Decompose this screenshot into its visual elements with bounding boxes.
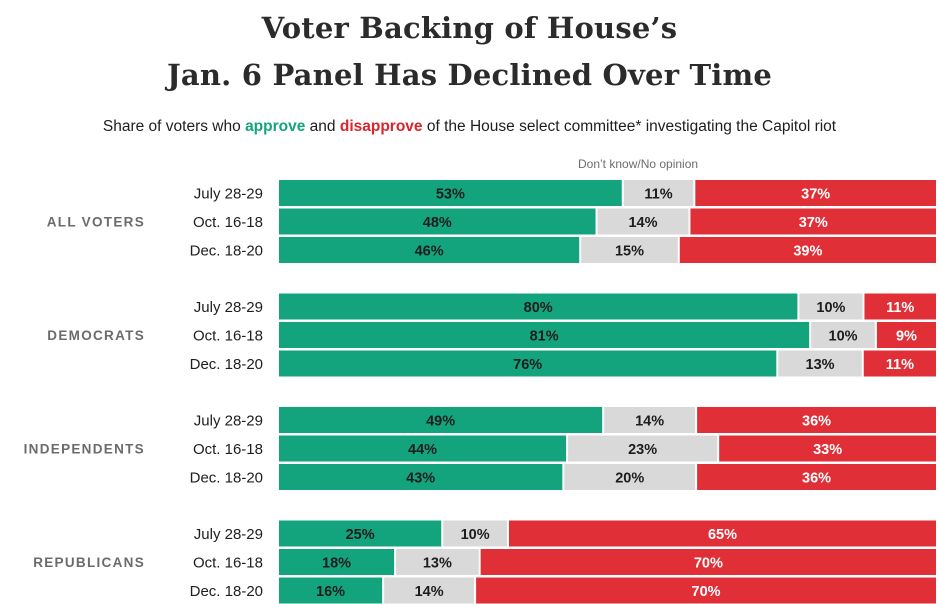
value-label-approve: 80% [524, 300, 553, 316]
value-label-dk: 13% [806, 357, 835, 373]
bar-segment-dk [623, 180, 694, 206]
group-label-republicans: REPUBLICANS [33, 555, 145, 570]
bar-segment-dk [778, 350, 862, 377]
row-label-date: Dec. 18-20 [190, 356, 263, 373]
group-label-democrats: DEMOCRATS [47, 328, 145, 343]
value-label-approve: 44% [408, 442, 437, 458]
bar-segment-disapprove [508, 520, 936, 547]
bar-segment-disapprove [719, 435, 936, 462]
bar-segment-dk [604, 407, 696, 433]
row-label-date: July 28-29 [194, 526, 263, 543]
value-label-dk: 14% [415, 584, 444, 600]
bar-segment-approve [279, 208, 596, 235]
value-label-approve: 18% [322, 556, 351, 572]
value-label-dk: 14% [628, 215, 657, 231]
bar-segment-approve [279, 577, 383, 604]
value-label-dk: 10% [816, 300, 845, 316]
subtitle-text-end: of the House select committee* investiga… [422, 118, 837, 135]
bar-segment-disapprove [864, 293, 936, 320]
bar-segment-dk [564, 464, 696, 490]
row-label-date: Dec. 18-20 [190, 243, 263, 260]
bar-segment-approve [279, 549, 395, 575]
row-label-date: Oct. 16-18 [193, 214, 263, 231]
bar-segment-approve [279, 520, 442, 547]
bar-segment-disapprove [679, 237, 936, 263]
bar-segment-disapprove [876, 322, 936, 348]
value-label-approve: 53% [436, 187, 465, 203]
bar-segment-disapprove [690, 208, 936, 235]
row-label-date: Oct. 16-18 [193, 328, 263, 345]
value-label-dk: 13% [423, 556, 452, 572]
bar-segment-dk [581, 237, 678, 263]
bar-segment-dk [396, 549, 479, 575]
subtitle-approve-word: approve [245, 118, 306, 135]
value-label-dk: 10% [461, 527, 490, 543]
value-label-dk: 20% [615, 471, 644, 487]
value-label-disapprove: 37% [801, 187, 830, 203]
value-label-disapprove: 70% [692, 584, 721, 600]
bar-segment-approve [279, 464, 563, 490]
bar-segment-dk [811, 322, 875, 348]
value-label-disapprove: 33% [813, 442, 842, 458]
value-label-approve: 46% [415, 244, 444, 260]
value-label-approve: 48% [423, 215, 452, 231]
row-label-date: July 28-29 [194, 413, 263, 430]
value-label-disapprove: 11% [886, 300, 914, 316]
bar-segment-disapprove [476, 577, 936, 604]
value-label-disapprove: 11% [886, 357, 914, 373]
bar-segment-approve [279, 293, 798, 320]
value-label-disapprove: 36% [802, 414, 831, 430]
bar-segment-approve [279, 435, 567, 462]
value-label-approve: 76% [513, 357, 542, 373]
chart-title-line-1: Voter Backing of House’s [261, 11, 678, 45]
row-label-date: Dec. 18-20 [190, 470, 263, 487]
value-label-dk: 23% [628, 442, 657, 458]
bar-segment-dk [568, 435, 718, 462]
bar-segment-disapprove [695, 180, 936, 206]
row-label-date: July 28-29 [194, 299, 263, 316]
value-label-approve: 81% [530, 329, 559, 345]
row-label-date: Dec. 18-20 [190, 583, 263, 600]
bar-segment-disapprove [697, 407, 936, 433]
subtitle-disapprove-word: disapprove [339, 118, 423, 135]
bar-segment-approve [279, 237, 580, 263]
value-label-disapprove: 70% [694, 556, 723, 572]
bar-segment-approve [279, 322, 810, 348]
value-label-disapprove: 39% [793, 244, 822, 260]
bar-segment-approve [279, 180, 622, 206]
chart-title-line-2: Jan. 6 Panel Has Declined Over Time [166, 58, 772, 92]
value-label-disapprove: 65% [708, 527, 737, 543]
bar-segment-approve [279, 407, 603, 433]
value-label-approve: 16% [316, 584, 345, 600]
value-label-dk: 11% [644, 187, 672, 203]
dont-know-annotation: Don’t know/No opinion [578, 157, 699, 171]
bar-segment-dk [597, 208, 689, 235]
value-label-approve: 43% [406, 471, 435, 487]
subtitle-text-start: Share of voters who [102, 118, 246, 135]
bar-segment-dk [799, 293, 863, 320]
value-label-disapprove: 37% [799, 215, 828, 231]
bar-segment-dk [443, 520, 507, 547]
row-label-date: July 28-29 [194, 186, 263, 203]
bar-segment-dk [384, 577, 475, 604]
value-label-dk: 14% [635, 414, 664, 430]
bar-segment-approve [279, 350, 777, 377]
row-label-date: Oct. 16-18 [193, 441, 263, 458]
value-label-approve: 25% [346, 527, 375, 543]
bar-segment-disapprove [480, 549, 936, 575]
bar-segment-disapprove [863, 350, 936, 377]
value-label-approve: 49% [426, 414, 455, 430]
bar-segment-disapprove [697, 464, 936, 490]
value-label-dk: 10% [829, 329, 858, 345]
group-label-all-voters: ALL VOTERS [47, 215, 145, 230]
group-label-independents: INDEPENDENTS [24, 442, 145, 457]
value-label-dk: 15% [615, 244, 644, 260]
subtitle-text-mid: and [305, 118, 340, 135]
value-label-disapprove: 9% [896, 329, 917, 345]
value-label-disapprove: 36% [802, 471, 831, 487]
chart-subtitle: Share of voters who approve and disappro… [0, 118, 939, 136]
row-label-date: Oct. 16-18 [193, 555, 263, 572]
